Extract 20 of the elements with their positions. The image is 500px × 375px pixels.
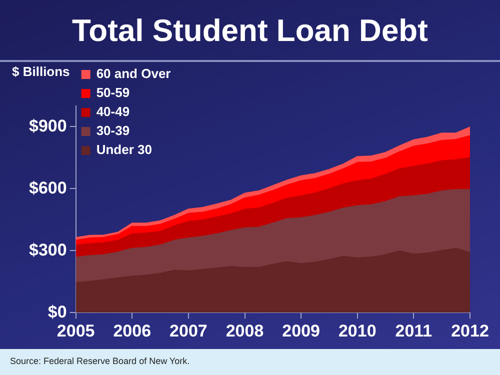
legend-label: 30-39 bbox=[96, 123, 130, 138]
x-tick-label: 2009 bbox=[282, 321, 320, 340]
legend-label: 50-59 bbox=[96, 85, 130, 100]
chart-title: Total Student Loan Debt bbox=[0, 0, 500, 62]
x-tick-label: 2006 bbox=[113, 321, 152, 340]
legend-label: 60 and Over bbox=[96, 66, 171, 82]
y-tick-label: $300 bbox=[28, 240, 67, 260]
x-tick-label: 2005 bbox=[56, 321, 95, 340]
source-note: Source: Federal Reserve Board of New York. bbox=[10, 356, 190, 366]
x-tick-label: 2007 bbox=[170, 321, 208, 340]
y-tick-label: $0 bbox=[48, 302, 67, 322]
x-tick-label: 2011 bbox=[395, 321, 432, 340]
x-tick-label: 2008 bbox=[226, 321, 264, 340]
x-tick-label: 2010 bbox=[338, 321, 376, 340]
legend-label: 40-49 bbox=[96, 104, 130, 120]
y-tick-label: $900 bbox=[28, 116, 67, 136]
y-tick-label: $600 bbox=[28, 178, 67, 198]
legend-label: Under 30 bbox=[96, 142, 152, 158]
y-axis-title: $ Billions bbox=[12, 64, 70, 80]
x-tick-label: 2012 bbox=[451, 321, 489, 340]
